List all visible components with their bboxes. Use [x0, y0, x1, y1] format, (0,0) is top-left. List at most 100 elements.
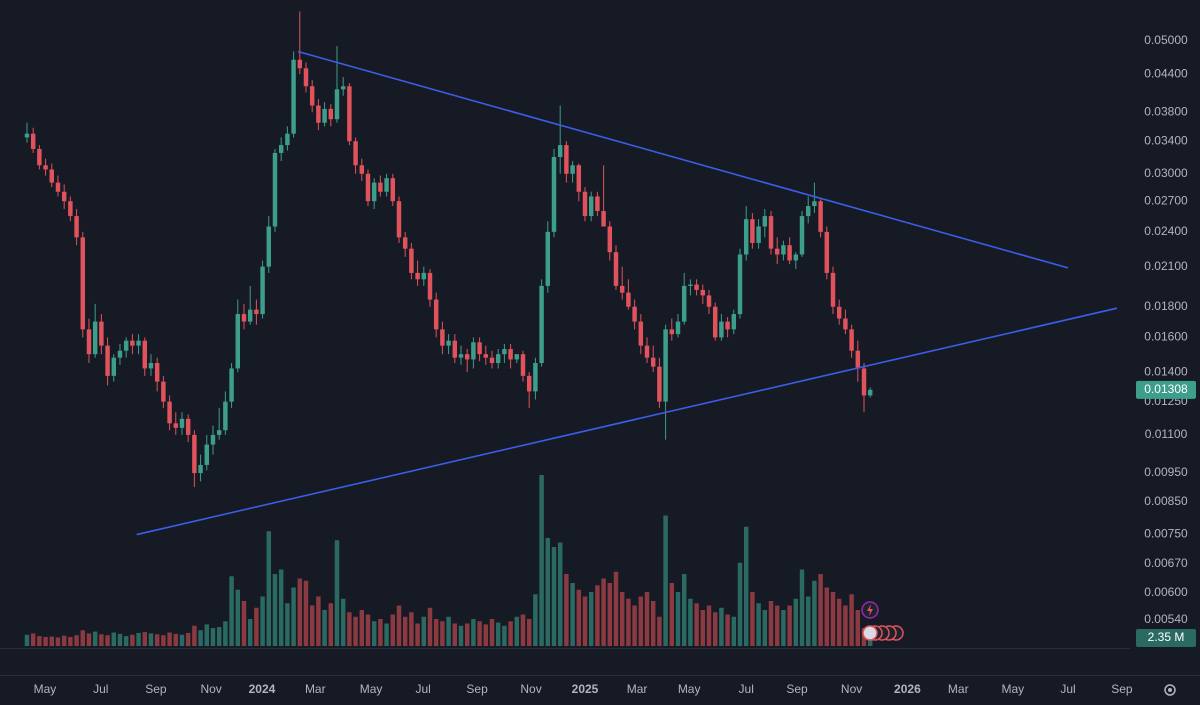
candle-body	[613, 252, 619, 286]
settings-icon[interactable]	[1164, 684, 1176, 696]
volume-bar	[644, 592, 650, 646]
candle-body	[867, 389, 873, 396]
volume-bar	[123, 636, 129, 646]
volume-bar	[402, 616, 408, 646]
volume-bar	[855, 610, 861, 646]
candle-body	[663, 329, 668, 402]
candle-body	[557, 145, 563, 157]
volume-bar	[787, 605, 792, 646]
candle-body	[285, 133, 290, 146]
candle-body	[371, 182, 377, 202]
candle-body	[483, 354, 489, 358]
candle-body	[303, 68, 309, 87]
y-tick-label: 0.01100	[1145, 427, 1188, 441]
volume-bar	[55, 637, 61, 646]
candle-body	[471, 342, 476, 360]
volume-bar	[458, 625, 464, 646]
candle-body	[688, 284, 693, 286]
candle-body	[477, 342, 482, 355]
candle-body	[365, 173, 371, 202]
volume-bar	[409, 612, 414, 646]
volume-bar	[216, 627, 222, 646]
candle-body	[576, 165, 582, 192]
candle-body	[526, 375, 532, 392]
candle-body	[167, 401, 172, 424]
candle-body	[266, 226, 272, 267]
settings-button[interactable]	[1164, 684, 1176, 696]
y-tick-label: 0.04400	[1144, 66, 1188, 80]
volume-bar	[564, 574, 569, 646]
candle-body	[254, 309, 259, 315]
event-icons[interactable]	[861, 601, 904, 641]
volume-bar	[192, 625, 197, 646]
candle-body	[55, 182, 61, 192]
candle-body	[638, 321, 644, 346]
candle-body	[768, 216, 774, 249]
x-tick-label: Jul	[1060, 682, 1075, 696]
candle-body	[830, 272, 836, 307]
candle-body	[111, 357, 117, 376]
volume-bar	[303, 580, 309, 646]
candle-body	[136, 340, 141, 346]
volume-label: 2.35 M	[1148, 630, 1185, 644]
volume-bar	[446, 616, 451, 646]
candle-body	[452, 340, 458, 358]
candle-body	[793, 254, 799, 261]
x-tick-label: 2026	[894, 682, 921, 696]
volume-bar	[582, 596, 588, 646]
candle-body	[86, 329, 92, 355]
volume-bar	[210, 628, 216, 646]
candle-body	[514, 354, 520, 360]
volume-bar	[712, 612, 718, 646]
candle-body	[291, 59, 296, 134]
volume-bar	[812, 580, 817, 646]
candle-body	[731, 314, 737, 330]
candle-body	[272, 152, 278, 227]
volume-bar	[291, 587, 296, 646]
x-tick-label: Sep	[786, 682, 808, 696]
candle-body	[117, 350, 123, 358]
last-price-label: 0.01308	[1144, 382, 1188, 396]
candle-body	[297, 59, 303, 69]
volume-bar	[452, 623, 458, 646]
flag-icon[interactable]	[862, 625, 878, 641]
candle-body	[750, 219, 755, 243]
volume-bar	[359, 610, 365, 646]
trendline	[136, 307, 1118, 536]
candle-body	[756, 226, 761, 243]
volume-bar	[663, 515, 668, 646]
x-tick-label: Jul	[415, 682, 430, 696]
candle-body	[539, 285, 544, 363]
candle-body	[353, 141, 358, 166]
volume-bar	[198, 630, 203, 646]
volume-bar	[390, 614, 396, 646]
volume-bar	[638, 596, 644, 646]
candle-body	[712, 306, 718, 338]
candle-body	[805, 206, 811, 217]
volume-bar	[657, 616, 662, 646]
volume-bar	[185, 632, 191, 646]
volume-bar	[266, 531, 272, 646]
volume-bar	[774, 605, 780, 646]
candle-body	[489, 357, 495, 363]
y-tick-label: 0.03800	[1144, 104, 1188, 118]
volume-bar	[340, 598, 346, 646]
volume-bar	[632, 605, 637, 646]
x-tick-label: 2025	[572, 682, 599, 696]
candle-body	[632, 306, 637, 322]
volume-bar	[495, 622, 501, 646]
y-tick-label: 0.00950	[1144, 465, 1188, 479]
volume-bar	[148, 633, 154, 646]
volume-bar	[483, 624, 489, 646]
volume-bar	[545, 538, 551, 646]
candle-body	[173, 423, 179, 428]
candle-body	[24, 133, 30, 138]
volume-bar	[421, 616, 427, 646]
volume-bar	[533, 594, 538, 646]
x-tick-label: May	[1001, 682, 1024, 696]
candle-body	[278, 145, 284, 153]
x-tick-label: May	[678, 682, 701, 696]
volume-bar	[843, 605, 848, 646]
y-tick-label: 0.02100	[1144, 259, 1188, 273]
volume-bar	[588, 592, 594, 646]
